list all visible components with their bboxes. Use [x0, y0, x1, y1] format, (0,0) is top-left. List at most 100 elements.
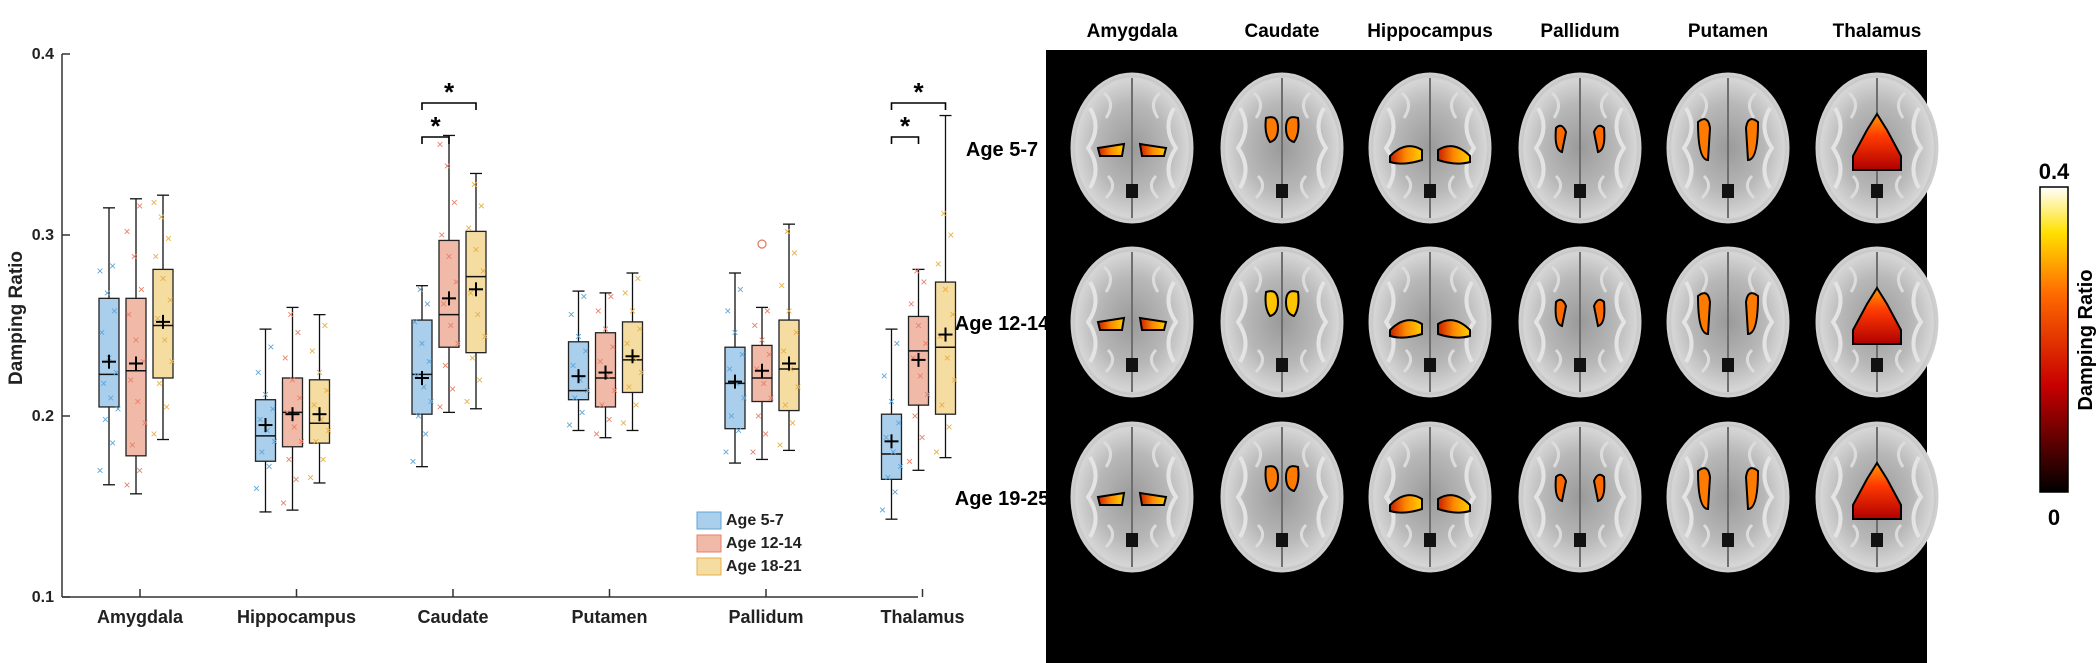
data-point: ×	[782, 398, 789, 412]
brain-fold	[1085, 106, 1098, 190]
brain-ventricle	[1126, 184, 1138, 198]
brain-fold	[1400, 265, 1460, 293]
brain-fold	[1235, 455, 1248, 539]
data-point: ×	[417, 282, 424, 296]
activation-region	[1554, 124, 1568, 154]
data-point: ×	[940, 206, 947, 220]
row-label: Age 19-25	[955, 488, 1050, 510]
data-point: ×	[127, 373, 134, 387]
data-point: ×	[293, 472, 300, 486]
data-point: ×	[935, 257, 942, 271]
significance-bracket: *	[421, 77, 477, 110]
data-point: ×	[919, 431, 926, 445]
data-point: ×	[96, 463, 103, 477]
data-point: ×	[737, 282, 744, 296]
data-point: ×	[579, 405, 586, 419]
brain-fold	[1102, 265, 1162, 293]
data-point: ×	[453, 275, 460, 289]
data-point: ×	[724, 304, 731, 318]
box-0-2: ×××××××××××	[409, 282, 434, 468]
box-2-2: ×××××××××××	[463, 172, 489, 410]
data-point: ×	[294, 326, 301, 340]
boxes-layer: ××××××××××× ×××××××××××××××××××××××××××××…	[96, 114, 958, 520]
data-point: ×	[897, 460, 904, 474]
activation-region	[1852, 286, 1902, 345]
box-1-5: ×××××××××××	[906, 264, 931, 471]
data-point: ×	[575, 329, 582, 343]
brain-fold	[1552, 174, 1608, 200]
activation-region	[1284, 465, 1300, 493]
data-point: ×	[735, 423, 742, 437]
data-point: ×	[481, 329, 488, 343]
data-point: ×	[449, 382, 456, 396]
brain-fold	[1681, 455, 1694, 539]
brain-fold	[1104, 174, 1160, 200]
data-point: ×	[751, 319, 758, 333]
brain-slice-1-0	[1070, 246, 1194, 398]
data-point: ×	[793, 326, 800, 340]
data-point: ×	[125, 308, 132, 322]
activation-region	[1437, 145, 1471, 165]
brain-ventricle	[1574, 533, 1586, 547]
brain-ventricle	[1722, 184, 1734, 198]
activation-region	[1592, 298, 1606, 328]
data-point: ×	[760, 376, 767, 390]
box-1-3: ××××××××××	[593, 290, 618, 442]
colorbar-min-label: 0	[2048, 505, 2060, 530]
x-category-label: Amygdala	[97, 607, 184, 627]
activation-region	[1096, 142, 1126, 157]
data-point: ×	[131, 250, 138, 264]
brain-fold	[1402, 174, 1458, 200]
box-2-5: ×××××××××××	[933, 114, 958, 459]
data-point: ×	[884, 471, 891, 485]
data-point: ×	[152, 250, 159, 264]
activation-region	[1744, 292, 1760, 336]
data-point: ×	[422, 427, 429, 441]
data-point: ×	[413, 369, 420, 383]
box-iqr	[411, 319, 433, 415]
data-point: ×	[607, 290, 614, 304]
data-point: ×	[284, 405, 291, 419]
data-point: ×	[296, 391, 303, 405]
data-point: ×	[584, 384, 591, 398]
brain-fold	[1383, 280, 1396, 364]
data-point: ×	[154, 311, 161, 325]
data-point: ×	[158, 210, 165, 224]
data-point: ×	[262, 387, 269, 401]
significance-bracket: *	[890, 111, 920, 144]
data-point: ×	[942, 282, 949, 296]
brain-fold	[1849, 174, 1905, 200]
data-point: ×	[784, 224, 791, 238]
brain-fold	[1104, 348, 1160, 374]
brain-slice-0-5	[1815, 72, 1939, 224]
brain-ventricle	[1871, 358, 1883, 372]
brain-slice-1-2	[1368, 246, 1492, 398]
brain-fold	[1830, 106, 1843, 190]
legend-swatch	[696, 511, 722, 530]
data-point: ×	[755, 409, 762, 423]
brain-ventricle	[1424, 184, 1436, 198]
data-point: ×	[426, 355, 433, 369]
brain-fold	[1254, 523, 1310, 549]
brain-fold	[1614, 280, 1627, 364]
brain-fold	[1849, 348, 1905, 374]
y-tick-label: 0.1	[32, 589, 54, 606]
row-labels: Age 5-7 Age 12-14 Age 19-25	[955, 139, 1050, 510]
brain-fold	[1104, 523, 1160, 549]
data-point: ×	[915, 319, 922, 333]
brain-ventricle	[1871, 533, 1883, 547]
brain-slice-1-5	[1815, 246, 1939, 398]
bracket-line	[421, 136, 450, 144]
box-0-4: ××××××××××	[722, 272, 748, 464]
data-point: ×	[438, 228, 445, 242]
data-point: ×	[764, 304, 771, 318]
data-point: ×	[920, 275, 927, 289]
plot-background	[0, 0, 1000, 663]
box-2-1: ××××××××××	[307, 313, 332, 485]
row-label: Age 5-7	[966, 139, 1038, 161]
brain-slice-2-5	[1815, 421, 1939, 573]
data-point: ×	[471, 177, 478, 191]
brain-fold	[1316, 280, 1329, 364]
activation-region	[1096, 491, 1126, 506]
